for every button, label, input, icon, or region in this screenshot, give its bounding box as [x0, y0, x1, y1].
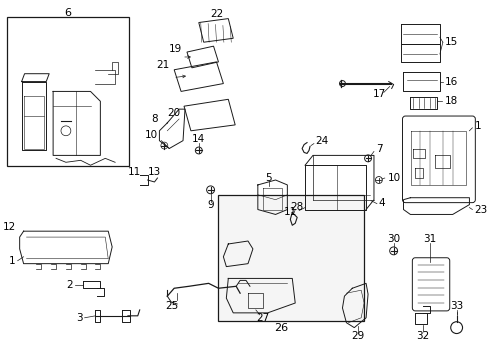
Text: 32: 32 — [416, 330, 429, 341]
Text: 14: 14 — [192, 134, 205, 144]
Text: 16: 16 — [444, 77, 457, 87]
Text: 19: 19 — [168, 44, 182, 54]
Bar — [218, 195, 364, 321]
Text: 2: 2 — [66, 280, 73, 290]
Text: 25: 25 — [165, 301, 179, 311]
Text: 10: 10 — [144, 130, 157, 140]
Text: 11: 11 — [284, 207, 297, 217]
Text: 9: 9 — [207, 199, 213, 210]
Text: 33: 33 — [449, 301, 462, 311]
Text: 21: 21 — [156, 60, 169, 70]
Text: 20: 20 — [166, 108, 180, 118]
Text: 12: 12 — [2, 222, 16, 232]
Text: 28: 28 — [290, 202, 303, 212]
Text: 26: 26 — [274, 323, 288, 333]
Text: 5: 5 — [265, 173, 271, 183]
Text: 23: 23 — [473, 204, 487, 215]
Text: 7: 7 — [375, 144, 382, 153]
Text: 24: 24 — [314, 136, 327, 146]
Text: 1: 1 — [473, 121, 480, 131]
Text: 1: 1 — [9, 256, 16, 266]
Bar — [7, 17, 129, 166]
Text: 27: 27 — [256, 313, 269, 323]
Text: 18: 18 — [444, 96, 457, 106]
Text: 4: 4 — [378, 198, 385, 208]
Text: 29: 29 — [351, 330, 364, 341]
Text: 15: 15 — [444, 37, 457, 47]
Text: 11: 11 — [128, 167, 141, 177]
Text: 30: 30 — [386, 234, 399, 244]
Text: 6: 6 — [64, 8, 71, 18]
Text: 22: 22 — [209, 9, 223, 19]
Text: 8: 8 — [150, 114, 157, 124]
Text: 13: 13 — [147, 167, 161, 177]
Text: 3: 3 — [76, 313, 82, 323]
Text: 10: 10 — [387, 173, 400, 183]
Text: 17: 17 — [372, 89, 385, 99]
Text: 31: 31 — [423, 234, 436, 244]
